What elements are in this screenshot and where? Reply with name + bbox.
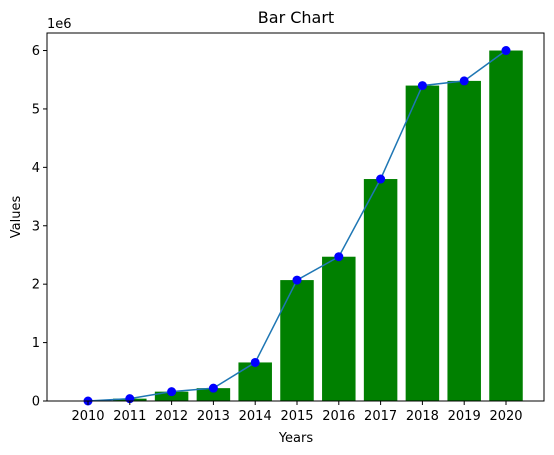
plot-area: 2010 2011 2012 2013 2014 2015 2016 2017 2018 2019… bbox=[32, 44, 523, 424]
bar-2016 bbox=[322, 256, 356, 401]
x-tick-label-2015: 2015 bbox=[280, 409, 313, 424]
bar-2014 bbox=[238, 362, 272, 401]
y-tick-label-2: 2 bbox=[32, 278, 40, 293]
bar-2018 bbox=[405, 85, 440, 402]
x-tick-label-2018: 2018 bbox=[406, 409, 439, 424]
y-tick-label-0: 0 bbox=[32, 395, 40, 410]
bar-2020 bbox=[489, 50, 523, 402]
y-tick-label-3: 3 bbox=[32, 219, 40, 234]
x-tick-label-2011: 2011 bbox=[113, 409, 146, 424]
y-tick-label-6: 6 bbox=[32, 44, 40, 59]
point-2018 bbox=[417, 81, 427, 91]
bar-2019 bbox=[447, 80, 481, 402]
bar-2013 bbox=[196, 388, 231, 401]
x-tick-label-2020: 2020 bbox=[489, 409, 522, 424]
point-2013 bbox=[208, 383, 218, 393]
x-tick-label-2013: 2013 bbox=[197, 409, 230, 424]
y-axis-label: Values bbox=[9, 196, 24, 239]
y-tick-label-5: 5 bbox=[32, 102, 40, 117]
x-tick-label-2017: 2017 bbox=[364, 409, 397, 424]
point-2016 bbox=[334, 252, 344, 262]
y-tick-label-1: 1 bbox=[32, 336, 40, 351]
plot-frame bbox=[46, 32, 545, 402]
bar-2015 bbox=[280, 280, 314, 401]
x-tick-label-2016: 2016 bbox=[322, 409, 355, 424]
bar-2017 bbox=[363, 179, 398, 401]
y-tick-label-4: 4 bbox=[32, 161, 40, 176]
point-2015 bbox=[292, 275, 302, 285]
point-2017 bbox=[376, 174, 386, 184]
x-tick-label-2012: 2012 bbox=[155, 409, 188, 424]
x-tick-label-2019: 2019 bbox=[448, 409, 481, 424]
point-2020 bbox=[501, 46, 511, 56]
x-axis-label: Years bbox=[278, 431, 314, 446]
point-2014 bbox=[250, 357, 260, 367]
bar-2012 bbox=[154, 391, 189, 401]
y-offset-text: 1e6 bbox=[47, 17, 72, 32]
x-tick-label-2014: 2014 bbox=[239, 409, 272, 424]
chart-title: Bar Chart bbox=[258, 8, 334, 27]
x-tick-label-2010: 2010 bbox=[71, 409, 104, 424]
point-2012 bbox=[167, 387, 177, 397]
point-2019 bbox=[459, 76, 469, 86]
